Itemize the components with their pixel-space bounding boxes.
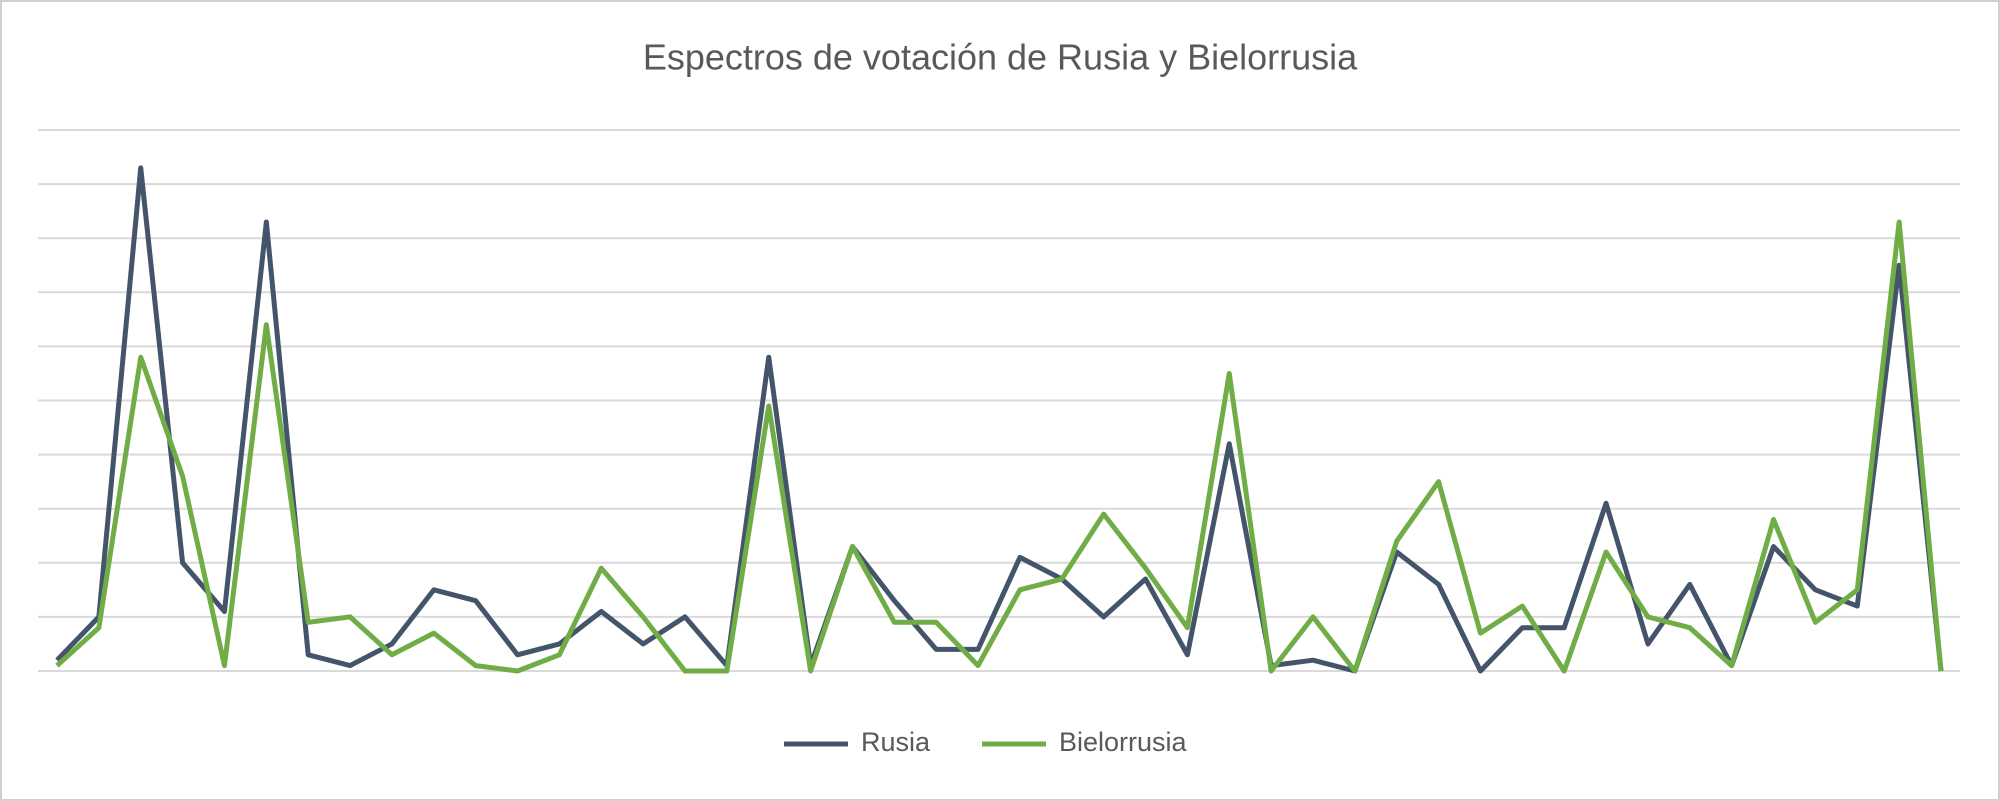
- series-line: [55, 219, 1944, 674]
- series-line: [55, 165, 1944, 674]
- legend: Rusia Bielorrusia: [784, 727, 1188, 757]
- plot: [55, 165, 1944, 674]
- legend-label: Rusia: [861, 727, 931, 757]
- legend-label: Bielorrusia: [1059, 727, 1188, 757]
- chart-title: Espectros de votación de Rusia y Bielorr…: [643, 37, 1358, 78]
- grid: [38, 129, 1960, 672]
